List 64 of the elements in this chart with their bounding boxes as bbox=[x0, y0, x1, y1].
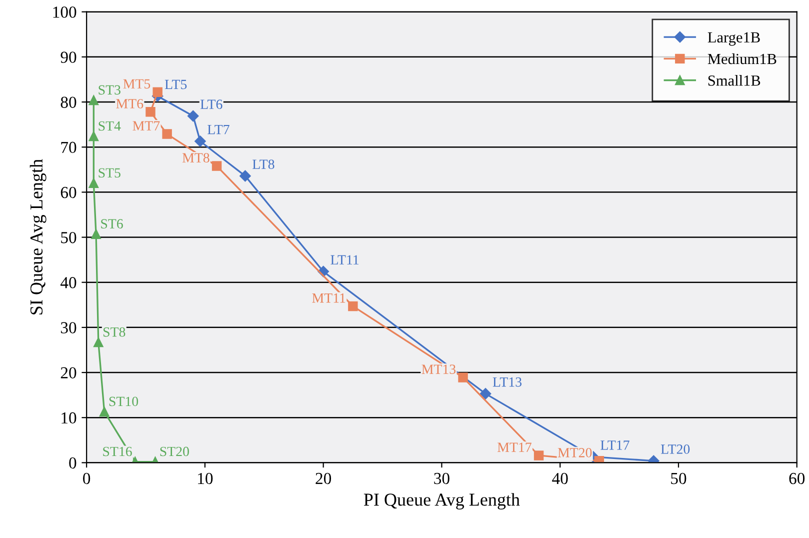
data-label: MT5 bbox=[123, 79, 150, 89]
data-label: ST6 bbox=[101, 219, 123, 229]
y-tick-label: 90 bbox=[60, 52, 76, 63]
data-label: MT13 bbox=[422, 364, 456, 374]
data-label: ST8 bbox=[103, 327, 126, 337]
point bbox=[88, 131, 99, 142]
point bbox=[240, 170, 251, 182]
point bbox=[188, 110, 199, 122]
point bbox=[94, 337, 104, 348]
y-tick-label: 70 bbox=[61, 142, 76, 154]
point bbox=[194, 136, 206, 147]
point bbox=[152, 87, 162, 97]
point bbox=[348, 301, 358, 312]
data-label: MT7 bbox=[132, 121, 160, 130]
data-label: ST20 bbox=[160, 446, 189, 456]
x-tick-label: 40 bbox=[552, 472, 568, 484]
y-tick-label: 100 bbox=[53, 6, 76, 18]
data-label: LT6 bbox=[200, 100, 222, 109]
data-label: MT11 bbox=[312, 293, 346, 303]
y-tick-label: 50 bbox=[61, 232, 76, 244]
point bbox=[162, 129, 172, 139]
data-label: LT17 bbox=[600, 440, 630, 450]
data-label: MT17 bbox=[498, 442, 532, 452]
point bbox=[91, 229, 101, 239]
point bbox=[99, 406, 110, 417]
x-tick-label: 50 bbox=[671, 472, 686, 484]
y-tick-label: 80 bbox=[60, 96, 76, 108]
x-tick-label: 10 bbox=[198, 472, 213, 484]
data-label: LT20 bbox=[660, 444, 690, 454]
y-tick-label: 20 bbox=[60, 367, 76, 378]
data-label: MT20 bbox=[558, 448, 592, 458]
legend-label: Medium1B bbox=[708, 53, 776, 64]
legend-label: Large1B bbox=[708, 32, 760, 46]
x-axis-title: PI Queue Avg Length bbox=[364, 493, 520, 510]
point bbox=[212, 161, 222, 171]
data-label: MT8 bbox=[182, 153, 210, 163]
data-label: LT7 bbox=[208, 125, 230, 134]
legend-label: Small1B bbox=[708, 75, 760, 86]
x-tick-label: 0 bbox=[83, 472, 90, 484]
y-axis-title: SI Queue Avg Length bbox=[30, 159, 46, 314]
data-label: ST16 bbox=[103, 446, 132, 456]
y-tick-label: 0 bbox=[69, 457, 76, 469]
y-tick-label: 30 bbox=[60, 322, 76, 334]
point bbox=[88, 95, 99, 106]
point bbox=[534, 450, 544, 460]
y-tick-label: 60 bbox=[60, 186, 76, 198]
point bbox=[146, 107, 156, 117]
data-label: ST5 bbox=[98, 168, 120, 178]
y-tick-label: 10 bbox=[62, 412, 76, 424]
x-tick-label: 60 bbox=[789, 472, 805, 484]
data-label: LT8 bbox=[252, 160, 274, 169]
point bbox=[458, 372, 468, 382]
data-label: ST10 bbox=[109, 396, 138, 406]
point bbox=[480, 388, 492, 400]
y-tick-label: 40 bbox=[60, 277, 76, 288]
data-label: ST3 bbox=[98, 85, 120, 95]
data-label: ST4 bbox=[98, 121, 121, 131]
x-tick-label: 30 bbox=[434, 472, 450, 484]
x-tick-label: 20 bbox=[316, 472, 332, 484]
point bbox=[88, 178, 99, 188]
data-label: LT11 bbox=[330, 255, 359, 264]
data-label: LT13 bbox=[492, 377, 522, 387]
data-label: LT5 bbox=[164, 80, 187, 90]
data-label: MT6 bbox=[116, 99, 144, 108]
